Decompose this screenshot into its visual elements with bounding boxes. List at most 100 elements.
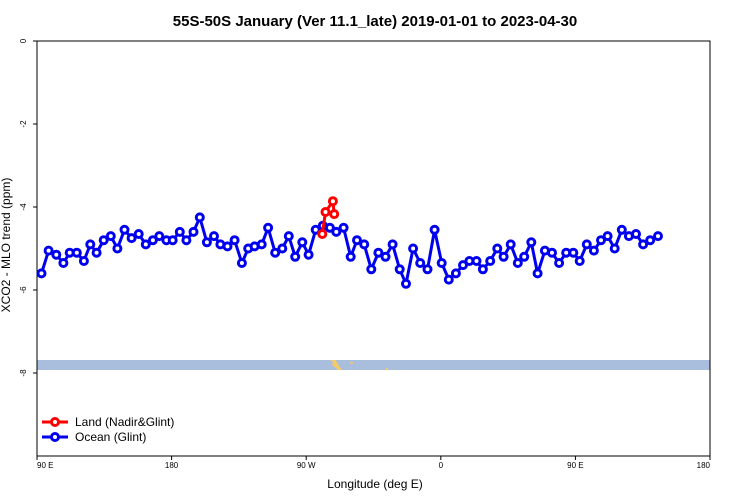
data-point-ocean (443, 274, 454, 285)
data-point-ocean (616, 224, 627, 235)
data-point-ocean (394, 264, 405, 275)
data-point-ocean (181, 235, 192, 246)
data-point-land (327, 196, 338, 207)
data-point-ocean (345, 251, 356, 262)
series-land (317, 196, 340, 239)
data-point-ocean (415, 258, 426, 268)
data-point-ocean (324, 222, 335, 233)
data-point-ocean (147, 235, 158, 246)
legend-marker-ocean (50, 432, 60, 442)
data-point-ocean (387, 239, 398, 250)
data-point-ocean (450, 268, 461, 279)
data-point-ocean (373, 247, 384, 258)
data-point-ocean (401, 278, 411, 289)
land-mask-band (37, 360, 710, 370)
data-point-ocean (574, 256, 585, 266)
plot-frame (36, 40, 711, 457)
data-point-ocean (290, 251, 301, 262)
y-tick-label: -2 (19, 120, 28, 128)
data-point-ocean (581, 239, 592, 250)
data-point-ocean (112, 243, 123, 254)
data-point-land (317, 229, 328, 239)
data-point-ocean (194, 212, 205, 223)
data-point-ocean (485, 256, 496, 266)
data-point-ocean (236, 258, 247, 268)
data-point-ocean (352, 235, 362, 246)
data-point-ocean (568, 247, 579, 258)
data-point-ocean (209, 231, 219, 242)
data-point-ocean (526, 237, 537, 248)
chart-title: 55S-50S January (Ver 11.1_late) 2019-01-… (173, 13, 577, 30)
data-point-ocean (498, 251, 509, 262)
series-ocean (36, 212, 663, 289)
data-point-ocean (263, 222, 274, 233)
data-point-ocean (303, 249, 314, 260)
data-point-ocean (408, 243, 419, 254)
data-point-ocean (51, 249, 62, 260)
data-point-ocean (492, 243, 503, 254)
data-point-ocean (429, 224, 440, 235)
land-mask-coast (330, 360, 342, 370)
data-point-ocean (201, 237, 212, 248)
data-point-ocean (229, 235, 240, 246)
data-point-ocean (154, 231, 165, 242)
data-point-ocean (91, 247, 102, 258)
data-point-ocean (422, 264, 433, 275)
y-axis-label: XCO2 - MLO trend (ppm) (0, 178, 13, 313)
data-point-ocean (256, 239, 267, 250)
data-point-ocean (78, 256, 89, 266)
data-point-ocean (133, 229, 144, 239)
data-point-ocean (631, 229, 641, 239)
land-mask-strip (37, 360, 710, 370)
land-mask-islet (386, 368, 388, 370)
data-point-ocean (222, 241, 233, 252)
data-point-ocean (174, 226, 185, 237)
data-point-ocean (140, 239, 151, 250)
data-point-ocean (310, 224, 321, 235)
legend-label-ocean: Ocean (Glint) (75, 430, 146, 444)
data-point-ocean (338, 222, 349, 233)
data-point-ocean (105, 231, 116, 242)
data-point-ocean (645, 235, 656, 246)
data-point-ocean (85, 239, 96, 250)
data-point-ocean (458, 260, 468, 271)
y-tick-label: -4 (19, 203, 28, 211)
series-layer (36, 196, 663, 289)
data-point-ocean (366, 264, 377, 275)
data-point-ocean (126, 233, 137, 244)
data-point-ocean (471, 256, 482, 266)
data-point-ocean (596, 235, 606, 246)
data-point-ocean (167, 235, 178, 246)
x-tick-label: 0 (439, 461, 444, 470)
data-point-ocean (436, 258, 447, 268)
x-tick-label: 180 (165, 461, 179, 470)
legend-label-land: Land (Nadir&Glint) (75, 415, 174, 429)
data-point-ocean (188, 226, 199, 237)
data-point-ocean (532, 268, 543, 279)
x-tick-label: 90 E (567, 461, 583, 470)
x-axis: 90 E 180 90 W 0 90 E 180 (36, 456, 711, 470)
data-point-ocean (359, 239, 370, 250)
data-point-ocean (277, 243, 288, 254)
y-tick-label: -6 (19, 286, 28, 294)
data-point-ocean (43, 245, 54, 256)
legend: Land (Nadir&Glint) Ocean (Glint) (42, 415, 174, 444)
data-point-ocean (270, 247, 281, 258)
data-point-ocean (638, 239, 649, 250)
data-point-land (320, 207, 331, 217)
legend-marker-land (50, 417, 60, 427)
data-point-ocean (547, 247, 557, 258)
data-point-ocean (119, 224, 130, 235)
data-point-ocean (653, 231, 663, 242)
data-point-ocean (297, 237, 308, 248)
data-point-ocean (331, 226, 342, 237)
data-point-ocean (477, 264, 488, 275)
data-point-ocean (519, 251, 530, 262)
x-tick-label: 180 (697, 461, 711, 470)
data-point-ocean (609, 243, 620, 254)
y-axis: 0 -2 -4 -6 -8 (19, 38, 37, 377)
data-point-ocean (505, 239, 516, 250)
y-tick-label: 0 (19, 38, 28, 43)
data-point-ocean (36, 268, 47, 279)
